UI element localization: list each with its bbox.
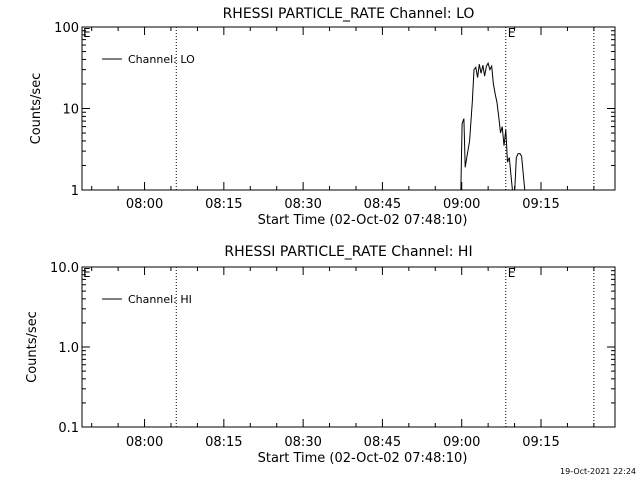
panel-2-x-tick-label: 09:15 xyxy=(522,435,559,450)
panel-2-x-tick-label: 08:15 xyxy=(205,435,242,450)
panel-2-event-marker-label: E xyxy=(508,266,516,280)
panel-2-x-tick-label: 09:00 xyxy=(443,435,480,450)
panel-1-plot-frame xyxy=(81,26,616,191)
panel-1-y-tick-label: 100 xyxy=(54,21,79,36)
panel-2-y-tick-label: 0.1 xyxy=(58,421,79,436)
panel-2-corner-label: E xyxy=(83,266,91,280)
panel-1-y-tick-label: 1 xyxy=(71,184,79,199)
panel-1-y-axis-label: Counts/sec xyxy=(29,73,44,145)
panel-2-x-axis-label: Start Time (02-Oct-02 07:48:10) xyxy=(258,451,468,466)
panel-1-series-line xyxy=(460,61,526,190)
panel-1-legend-label: Channel: LO xyxy=(128,53,195,66)
panel-1-x-tick-label: 09:00 xyxy=(443,197,480,212)
panel-1-event-marker-label: E xyxy=(508,26,516,40)
panel-2-y-tick-label: 1.0 xyxy=(58,341,79,356)
panel-1-corner-label: E xyxy=(83,26,91,40)
panel-2-plot-frame xyxy=(81,266,616,428)
panel-2-x-tick-label: 08:45 xyxy=(364,435,401,450)
panel-1-y-tick-label: 10 xyxy=(62,103,79,118)
panel-2-legend-label: Channel: HI xyxy=(128,293,192,306)
panel-1-x-tick-label: 08:15 xyxy=(205,197,242,212)
panel-2-y-tick-label: 10.0 xyxy=(50,261,79,276)
panel-1-x-axis-label: Start Time (02-Oct-02 07:48:10) xyxy=(258,213,468,228)
panel-1-x-tick-label: 08:45 xyxy=(364,197,401,212)
panel-1-x-tick-label: 09:15 xyxy=(522,197,559,212)
panel-2-x-tick-label: 08:30 xyxy=(284,435,321,450)
panel-2-title: RHESSI PARTICLE_RATE Channel: HI xyxy=(224,244,472,260)
panel-2-x-tick-label: 08:00 xyxy=(126,435,163,450)
panel-1-x-tick-label: 08:00 xyxy=(126,197,163,212)
panel-2-y-axis-label: Counts/sec xyxy=(25,311,40,383)
plot-timestamp: 19-Oct-2021 22:24 xyxy=(560,467,636,476)
panel-1-title: RHESSI PARTICLE_RATE Channel: LO xyxy=(223,6,475,22)
panel-1-x-tick-label: 08:30 xyxy=(284,197,321,212)
